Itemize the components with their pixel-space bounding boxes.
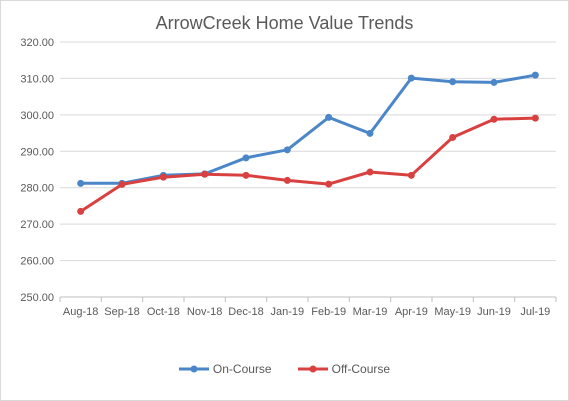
data-point-off-course (531, 114, 539, 122)
y-tick-label: 320.00 (20, 37, 54, 49)
x-tick-label: May-19 (434, 306, 471, 318)
x-tick-label: Jan-19 (271, 306, 305, 318)
y-tick-label: 310.00 (20, 73, 54, 85)
x-tick-label: Feb-19 (311, 306, 346, 318)
data-point-on-course (242, 154, 250, 162)
x-tick-label: Oct-18 (147, 306, 180, 318)
legend-label-on-course: On-Course (212, 362, 272, 376)
y-tick-label: 250.00 (20, 292, 54, 304)
legend-item-on-course: On-Course (178, 362, 272, 376)
y-tick-label: 290.00 (20, 146, 54, 158)
x-tick-label: Apr-19 (395, 306, 428, 318)
x-tick-label: Sep-18 (104, 306, 139, 318)
data-point-on-course (407, 74, 415, 82)
data-point-off-course (77, 207, 85, 215)
data-point-on-course (531, 71, 539, 79)
data-point-off-course (366, 168, 374, 176)
y-tick-label: 270.00 (20, 219, 54, 231)
x-tick-label: Mar-19 (353, 306, 388, 318)
data-point-off-course (283, 176, 291, 184)
x-tick-label: Dec-18 (228, 306, 263, 318)
series-line-off-course (79, 116, 537, 213)
data-point-off-course (118, 180, 126, 188)
data-point-on-course (77, 179, 85, 187)
x-tick-label: Aug-18 (63, 306, 98, 318)
chart-legend: On-Course Off-Course (0, 362, 569, 376)
data-point-off-course (201, 170, 209, 178)
legend-swatch-off-course (297, 365, 328, 373)
data-point-on-course (325, 113, 333, 121)
data-point-off-course (325, 180, 333, 188)
data-point-off-course (490, 115, 498, 123)
x-tick-label: Nov-18 (187, 306, 222, 318)
data-point-on-course (449, 78, 457, 86)
series-line-on-course (79, 73, 537, 185)
legend-swatch-on-course (178, 365, 209, 373)
y-tick-label: 260.00 (20, 256, 54, 268)
data-point-off-course (242, 171, 250, 179)
legend-item-off-course: Off-Course (297, 362, 391, 376)
chart-title: ArrowCreek Home Value Trends (155, 13, 414, 33)
data-point-on-course (283, 146, 291, 154)
x-tick-label: Jul-19 (520, 306, 550, 318)
legend-label-off-course: Off-Course (331, 362, 391, 376)
y-tick-label: 280.00 (20, 183, 54, 195)
data-point-off-course (407, 171, 415, 179)
data-point-off-course (449, 133, 457, 141)
data-point-off-course (159, 173, 167, 181)
data-point-on-course (490, 78, 498, 86)
y-tick-label: 300.00 (20, 110, 54, 122)
x-tick-label: Jun-19 (477, 306, 511, 318)
data-point-on-course (366, 129, 374, 137)
